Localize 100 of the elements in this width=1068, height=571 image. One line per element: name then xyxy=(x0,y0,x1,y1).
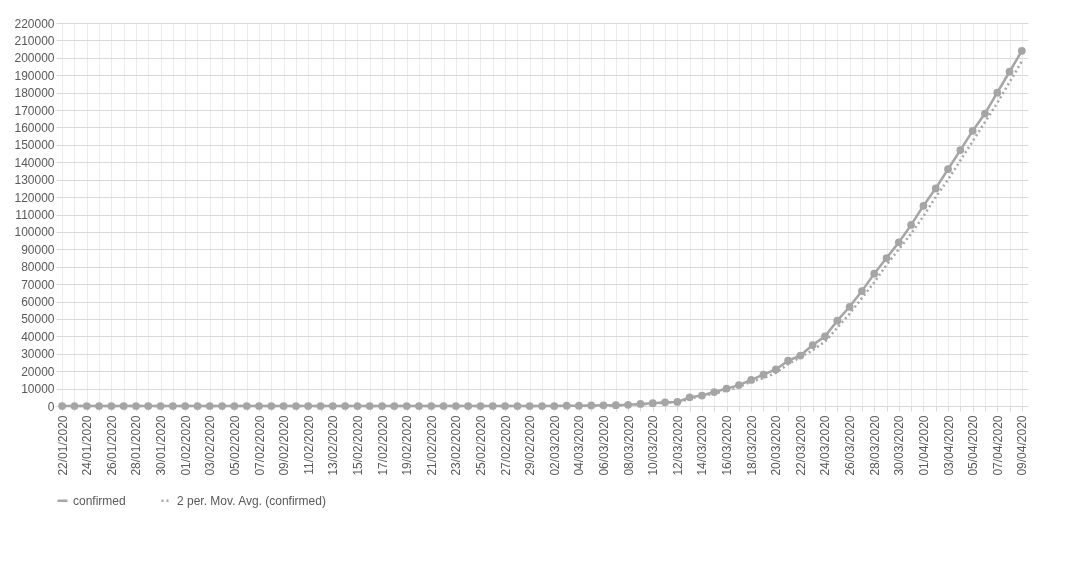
point xyxy=(993,88,1002,97)
x-tick-label: 03/04/2020 xyxy=(941,415,956,476)
point xyxy=(599,401,608,410)
point xyxy=(734,381,743,389)
point xyxy=(181,402,190,410)
point xyxy=(378,402,386,410)
point xyxy=(144,402,153,410)
x-tick-label: 24/03/2020 xyxy=(818,415,833,476)
point xyxy=(673,398,682,406)
point xyxy=(759,370,768,379)
point xyxy=(353,402,362,410)
point xyxy=(119,402,128,410)
point xyxy=(710,388,719,396)
y-tick-label: 220000 xyxy=(14,16,55,31)
x-tick-label: 18/03/2020 xyxy=(744,415,759,476)
point xyxy=(169,402,177,410)
x-tick-label: 05/02/2020 xyxy=(227,415,242,476)
point xyxy=(981,109,989,118)
point xyxy=(205,402,214,410)
point xyxy=(255,402,263,410)
x-tick-label: 05/04/2020 xyxy=(966,415,981,476)
y-tick-label: 180000 xyxy=(14,86,55,101)
point xyxy=(808,341,817,349)
point xyxy=(661,398,669,407)
point xyxy=(95,402,103,410)
y-tick-label: 60000 xyxy=(21,295,55,310)
point xyxy=(242,402,251,410)
x-tick-label: 23/02/2020 xyxy=(449,415,464,476)
x-tick-label: 04/03/2020 xyxy=(572,415,587,476)
x-tick-label: 28/01/2020 xyxy=(129,415,144,476)
point xyxy=(107,402,116,410)
point xyxy=(968,127,977,135)
x-tick-label: 06/03/2020 xyxy=(597,415,612,476)
y-tick-label: 0 xyxy=(47,399,55,414)
point xyxy=(784,356,792,365)
point xyxy=(575,401,583,410)
point xyxy=(648,399,657,408)
point xyxy=(587,401,596,410)
point xyxy=(747,376,756,384)
y-tick-label: 140000 xyxy=(14,155,55,170)
point xyxy=(292,402,300,410)
y-tick-label: 210000 xyxy=(14,33,55,48)
y-tick-label: 170000 xyxy=(14,103,55,118)
point xyxy=(562,401,571,410)
x-tick-label: 26/03/2020 xyxy=(843,415,858,476)
x-tick-label: 27/02/2020 xyxy=(498,415,513,476)
point xyxy=(304,402,313,410)
y-tick-label: 20000 xyxy=(21,364,55,379)
x-tick-label: 19/02/2020 xyxy=(400,415,415,476)
point xyxy=(685,393,694,402)
point xyxy=(919,201,928,210)
point xyxy=(550,402,559,410)
y-tick-label: 10000 xyxy=(21,382,55,397)
point xyxy=(341,402,350,410)
point xyxy=(82,402,91,410)
point xyxy=(525,402,534,410)
x-tick-label: 24/01/2020 xyxy=(80,415,95,476)
x-tick-label: 15/02/2020 xyxy=(350,415,365,476)
x-tick-label: 30/01/2020 xyxy=(154,415,169,476)
y-tick-label: 80000 xyxy=(21,260,55,275)
point xyxy=(365,402,374,410)
legend-label: 2 per. Mov. Avg. (confirmed) xyxy=(177,493,326,508)
x-tick-label: 09/02/2020 xyxy=(277,415,292,476)
point xyxy=(858,287,866,295)
y-tick-label: 90000 xyxy=(21,242,55,257)
x-tick-label: 21/02/2020 xyxy=(424,415,439,476)
x-tick-label: 30/03/2020 xyxy=(892,415,907,476)
x-tick-label: 07/04/2020 xyxy=(990,415,1005,476)
x-tick-label: 17/02/2020 xyxy=(375,415,390,476)
x-tick-label: 14/03/2020 xyxy=(695,415,710,476)
point xyxy=(415,402,423,410)
x-tick-label: 03/02/2020 xyxy=(203,415,218,476)
y-tick-label: 160000 xyxy=(14,120,55,135)
point xyxy=(476,402,485,410)
x-tick-label: 22/03/2020 xyxy=(793,415,808,476)
point xyxy=(771,365,780,374)
point xyxy=(452,402,460,410)
x-tick-label: 12/03/2020 xyxy=(670,415,685,476)
point xyxy=(279,402,288,410)
point xyxy=(870,269,879,278)
y-tick-label: 200000 xyxy=(14,51,55,66)
point xyxy=(58,402,67,410)
point xyxy=(882,254,891,262)
x-tick-label: 10/03/2020 xyxy=(646,415,661,476)
point xyxy=(390,402,399,410)
y-tick-label: 110000 xyxy=(15,208,55,222)
point xyxy=(132,402,140,410)
point xyxy=(439,402,448,410)
point xyxy=(218,402,226,410)
y-tick-label: 70000 xyxy=(21,277,55,292)
point xyxy=(611,401,620,409)
legend-label: confirmed xyxy=(73,493,126,508)
point xyxy=(894,238,903,247)
point xyxy=(833,316,842,325)
y-tick-label: 30000 xyxy=(21,347,55,362)
y-tick-label: 130000 xyxy=(14,173,55,188)
point xyxy=(316,402,325,410)
x-tick-label: 13/02/2020 xyxy=(326,415,341,476)
y-tick-label: 50000 xyxy=(21,312,55,327)
point xyxy=(944,165,952,174)
